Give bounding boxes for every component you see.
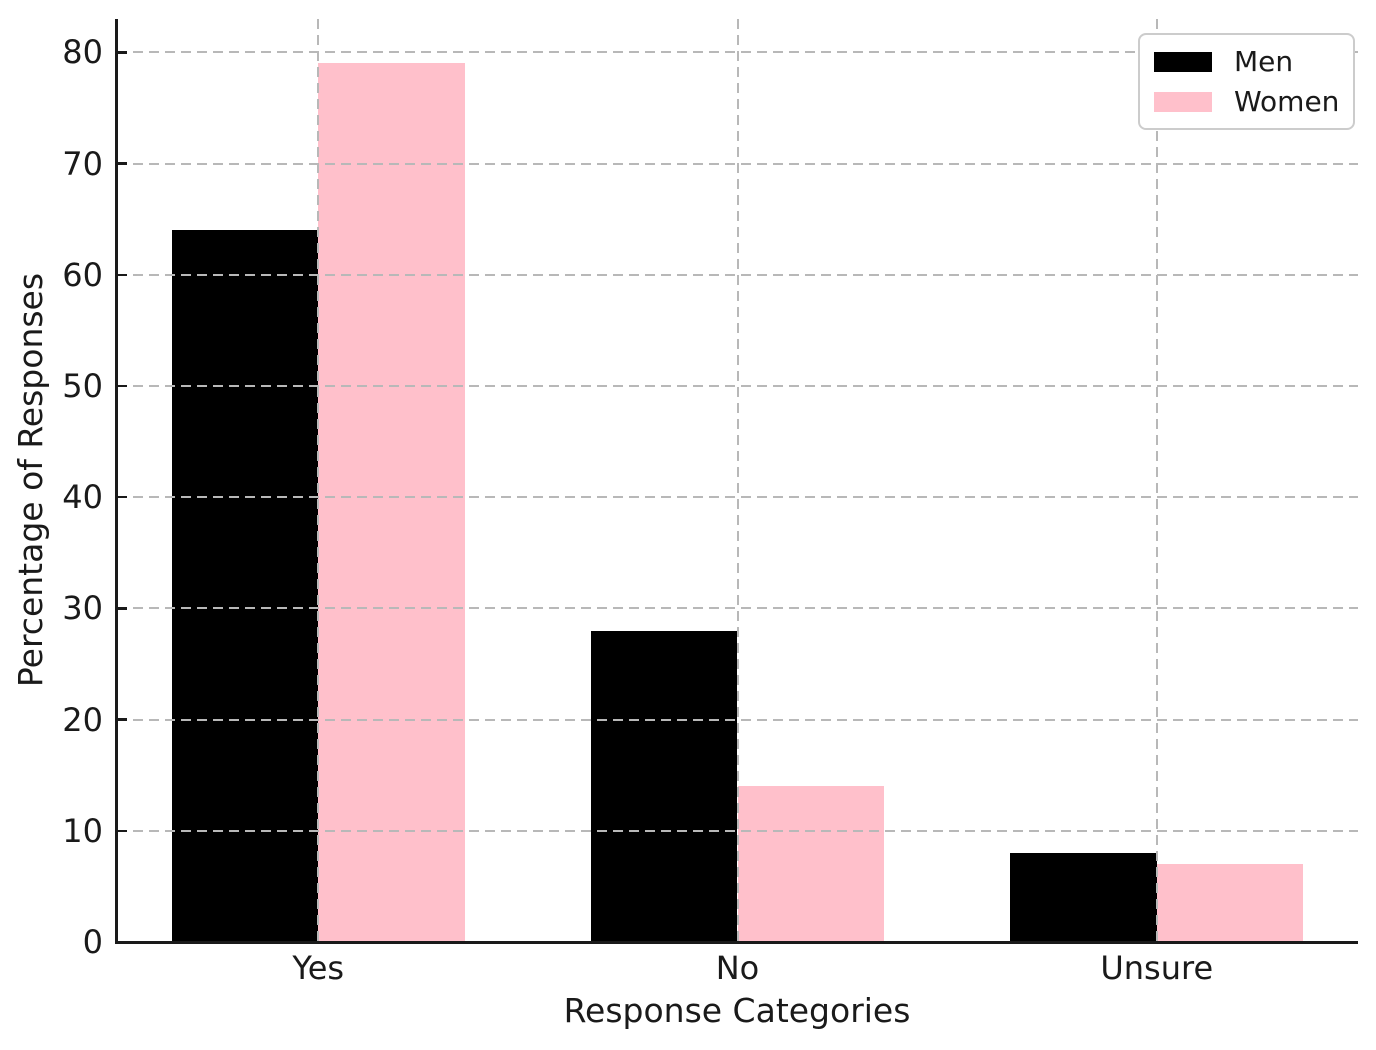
- x-axis-spine: [115, 941, 1358, 944]
- bar-women-yes: [318, 63, 465, 942]
- legend-label-women: Women: [1234, 85, 1340, 118]
- ytick-mark-20: [118, 718, 127, 721]
- ytick-mark-40: [118, 495, 127, 499]
- ytick-label-0: 0: [82, 923, 103, 961]
- y-axis-spine: [115, 19, 118, 944]
- x-axis-label: Response Categories: [563, 991, 911, 1030]
- ytick-label-20: 20: [62, 700, 103, 739]
- bar-men-unsure: [1010, 853, 1157, 942]
- bar-women-unsure: [1156, 864, 1304, 942]
- ytick-label-30: 30: [62, 589, 103, 628]
- legend-swatch-women: [1154, 91, 1212, 112]
- ytick-mark-80: [118, 51, 127, 54]
- ytick-mark-0: [118, 940, 127, 944]
- ytick-label-10: 10: [62, 811, 103, 850]
- legend-label-men: Men: [1234, 45, 1294, 78]
- ytick-mark-50: [118, 384, 127, 388]
- legend-row-women: Women: [1154, 86, 1339, 117]
- ytick-label-60: 60: [62, 255, 103, 294]
- ytick-mark-60: [118, 273, 127, 277]
- legend-swatch-men: [1154, 51, 1212, 72]
- xtick-label-no: No: [715, 949, 760, 987]
- ytick-label-70: 70: [62, 144, 103, 183]
- gridline-x-no: [736, 19, 739, 942]
- xtick-label-unsure: Unsure: [1100, 949, 1214, 987]
- bar-women-no: [737, 786, 885, 942]
- ytick-label-40: 40: [62, 478, 103, 517]
- ytick-label-50: 50: [62, 366, 103, 405]
- legend-row-men: Men: [1154, 46, 1339, 77]
- ytick-mark-10: [118, 829, 127, 833]
- ytick-mark-70: [118, 162, 127, 165]
- ytick-mark-30: [118, 607, 127, 610]
- bar-men-yes: [171, 230, 319, 942]
- xtick-label-yes: Yes: [292, 949, 345, 987]
- gridline-x-yes: [317, 19, 320, 942]
- gridline-x-unsure: [1155, 19, 1158, 942]
- ytick-label-80: 80: [62, 33, 103, 72]
- y-axis-label: Percentage of Responses: [11, 272, 50, 688]
- bar-men-no: [590, 630, 738, 942]
- legend: Men Women: [1138, 33, 1356, 130]
